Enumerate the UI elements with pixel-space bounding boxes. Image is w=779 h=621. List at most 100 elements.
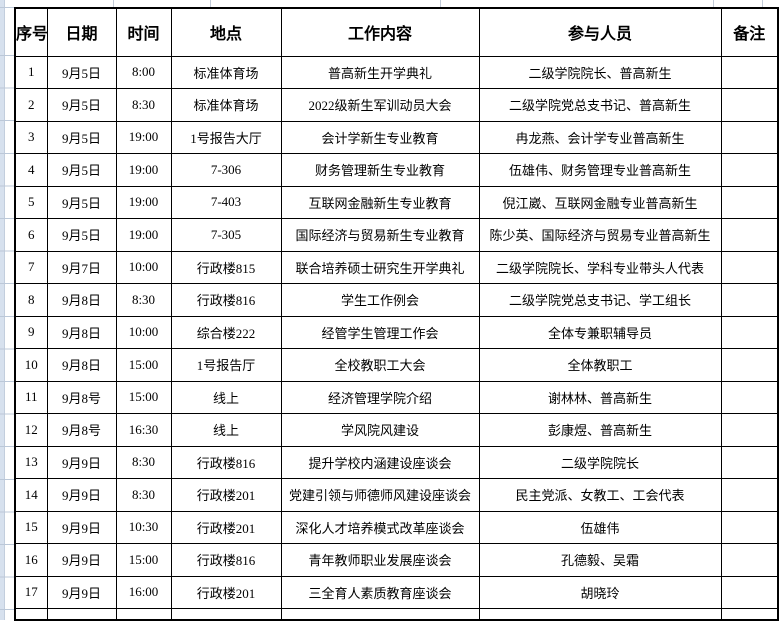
cell-participants[interactable]: 二级学院院长	[478, 445, 722, 479]
cell-participants[interactable]: 全体教职工	[478, 348, 722, 382]
cell-remark[interactable]	[720, 478, 779, 512]
cell-participants[interactable]: 民主党派、女教工、工会代表	[478, 478, 722, 512]
cell-time[interactable]: 19:00	[115, 185, 172, 219]
cell-participants[interactable]: 二级学院院长、学科专业带头人代表	[478, 250, 722, 284]
cell-remark[interactable]	[720, 575, 779, 609]
cell-location[interactable]: 标准体育场	[170, 88, 282, 122]
cell-date[interactable]: 9月9日	[46, 543, 117, 577]
cell-index[interactable]: 8	[14, 283, 48, 317]
cell-participants[interactable]: 二级学院院长、普高新生	[478, 55, 722, 89]
cell-index[interactable]: 5	[14, 185, 48, 219]
cell-index[interactable]: 1	[14, 55, 48, 89]
cell-index[interactable]: 16	[14, 543, 48, 577]
cell-date[interactable]: 9月5日	[46, 55, 117, 89]
cell-content[interactable]: 联合培养硕士研究生开学典礼	[280, 250, 480, 284]
cell-index[interactable]: 12	[14, 413, 48, 447]
cell-date[interactable]: 9月7日	[46, 250, 117, 284]
cell-remark[interactable]	[720, 55, 779, 89]
cell-date[interactable]: 9月5日	[46, 153, 117, 187]
cell-content[interactable]: 学风院风建设	[280, 413, 480, 447]
cell-remark[interactable]	[720, 315, 779, 349]
cell-remark[interactable]	[720, 120, 779, 154]
cell-remark[interactable]	[720, 445, 779, 479]
cell-empty[interactable]	[46, 608, 117, 620]
cell-time[interactable]: 16:00	[115, 575, 172, 609]
cell-empty[interactable]	[170, 608, 282, 620]
cell-time[interactable]: 15:00	[115, 380, 172, 414]
cell-empty[interactable]	[14, 608, 48, 620]
cell-remark[interactable]	[720, 348, 779, 382]
cell-content[interactable]: 学生工作例会	[280, 283, 480, 317]
cell-index[interactable]: 3	[14, 120, 48, 154]
cell-index[interactable]: 14	[14, 478, 48, 512]
cell-participants[interactable]: 伍雄伟	[478, 510, 722, 544]
cell-content[interactable]: 党建引领与师德师风建设座谈会	[280, 478, 480, 512]
cell-time[interactable]: 10:00	[115, 315, 172, 349]
cell-content[interactable]: 经管学生管理工作会	[280, 315, 480, 349]
cell-date[interactable]: 9月8日	[46, 315, 117, 349]
cell-content[interactable]: 青年教师职业发展座谈会	[280, 543, 480, 577]
cell-date[interactable]: 9月8日	[46, 348, 117, 382]
cell-location[interactable]: 7-403	[170, 185, 282, 219]
cell-participants[interactable]: 彭康煜、普高新生	[478, 413, 722, 447]
cell-time[interactable]: 16:30	[115, 413, 172, 447]
cell-remark[interactable]	[720, 153, 779, 187]
cell-location[interactable]: 标准体育场	[170, 55, 282, 89]
col-header-location[interactable]: 地点	[170, 7, 282, 57]
cell-empty[interactable]	[478, 608, 722, 620]
cell-participants[interactable]: 孔德毅、吴霜	[478, 543, 722, 577]
cell-date[interactable]: 9月9日	[46, 575, 117, 609]
cell-location[interactable]: 1号报告厅	[170, 348, 282, 382]
cell-time[interactable]: 10:30	[115, 510, 172, 544]
cell-date[interactable]: 9月9日	[46, 478, 117, 512]
col-header-participants[interactable]: 参与人员	[478, 7, 722, 57]
col-header-remark[interactable]: 备注	[720, 7, 779, 57]
cell-time[interactable]: 8:30	[115, 478, 172, 512]
cell-participants[interactable]: 倪江崴、互联网金融专业普高新生	[478, 185, 722, 219]
cell-date[interactable]: 9月5日	[46, 88, 117, 122]
cell-date[interactable]: 9月5日	[46, 218, 117, 252]
cell-content[interactable]: 三全育人素质教育座谈会	[280, 575, 480, 609]
cell-location[interactable]: 线上	[170, 380, 282, 414]
cell-time[interactable]: 15:00	[115, 348, 172, 382]
col-header-date[interactable]: 日期	[46, 7, 117, 57]
cell-location[interactable]: 综合楼222	[170, 315, 282, 349]
cell-participants[interactable]: 二级学院党总支书记、学工组长	[478, 283, 722, 317]
cell-content[interactable]: 全校教职工大会	[280, 348, 480, 382]
cell-date[interactable]: 9月8号	[46, 413, 117, 447]
cell-time[interactable]: 8:30	[115, 283, 172, 317]
cell-content[interactable]: 普高新生开学典礼	[280, 55, 480, 89]
cell-index[interactable]: 2	[14, 88, 48, 122]
cell-location[interactable]: 行政楼816	[170, 543, 282, 577]
cell-content[interactable]: 提升学校内涵建设座谈会	[280, 445, 480, 479]
cell-content[interactable]: 会计学新生专业教育	[280, 120, 480, 154]
cell-participants[interactable]: 伍雄伟、财务管理专业普高新生	[478, 153, 722, 187]
col-header-index[interactable]: 序号	[14, 7, 48, 57]
cell-time[interactable]: 19:00	[115, 120, 172, 154]
cell-time[interactable]: 19:00	[115, 218, 172, 252]
cell-participants[interactable]: 二级学院党总支书记、普高新生	[478, 88, 722, 122]
cell-remark[interactable]	[720, 250, 779, 284]
cell-date[interactable]: 9月5日	[46, 185, 117, 219]
cell-content[interactable]: 财务管理新生专业教育	[280, 153, 480, 187]
cell-index[interactable]: 17	[14, 575, 48, 609]
cell-content[interactable]: 互联网金融新生专业教育	[280, 185, 480, 219]
cell-time[interactable]: 8:30	[115, 445, 172, 479]
cell-participants[interactable]: 全体专兼职辅导员	[478, 315, 722, 349]
cell-time[interactable]: 10:00	[115, 250, 172, 284]
cell-location[interactable]: 行政楼201	[170, 478, 282, 512]
cell-remark[interactable]	[720, 543, 779, 577]
cell-index[interactable]: 6	[14, 218, 48, 252]
cell-index[interactable]: 10	[14, 348, 48, 382]
cell-date[interactable]: 9月9日	[46, 510, 117, 544]
cell-location[interactable]: 行政楼201	[170, 575, 282, 609]
cell-remark[interactable]	[720, 185, 779, 219]
cell-empty[interactable]	[280, 608, 480, 620]
cell-remark[interactable]	[720, 88, 779, 122]
cell-index[interactable]: 4	[14, 153, 48, 187]
cell-date[interactable]: 9月8号	[46, 380, 117, 414]
col-header-time[interactable]: 时间	[115, 7, 172, 57]
cell-location[interactable]: 行政楼816	[170, 445, 282, 479]
cell-index[interactable]: 15	[14, 510, 48, 544]
cell-date[interactable]: 9月9日	[46, 445, 117, 479]
